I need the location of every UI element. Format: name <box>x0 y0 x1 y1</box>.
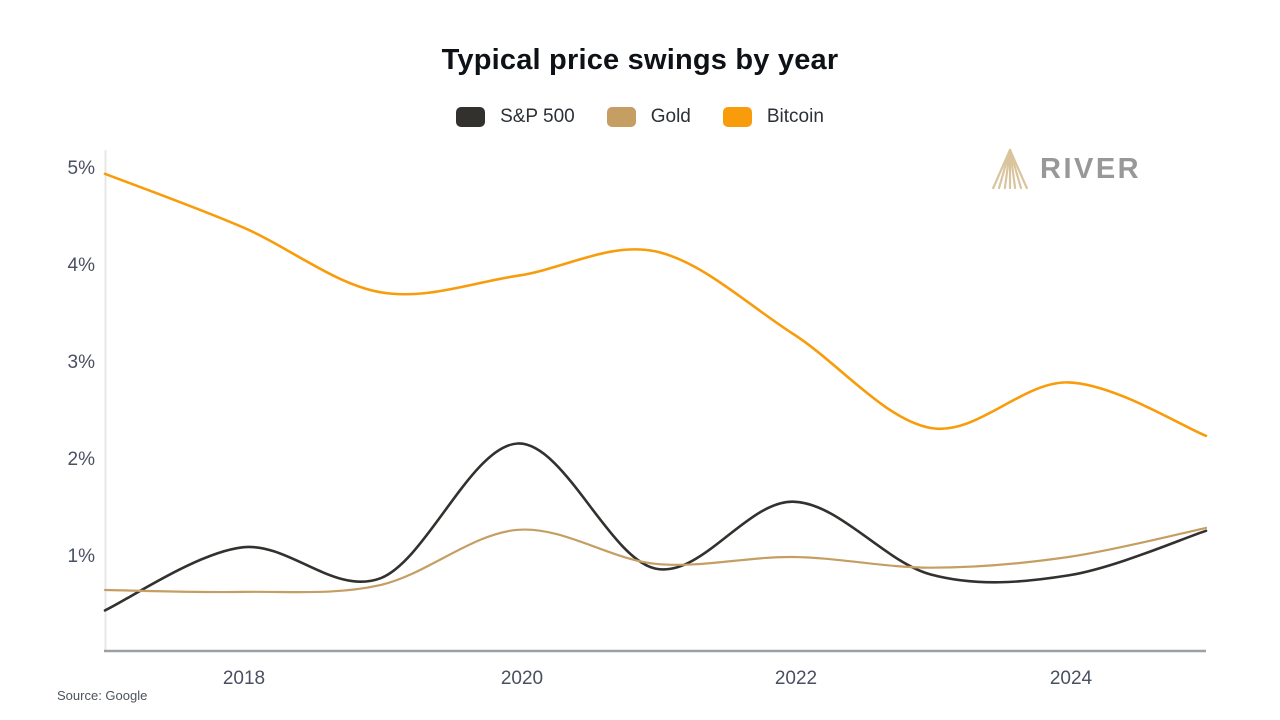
legend-item-gold[interactable]: Gold <box>606 106 691 128</box>
legend-swatch-sp500-icon <box>456 107 486 127</box>
legend-label-bitcoin: Bitcoin <box>766 106 824 127</box>
series-line-bitcoin <box>103 172 1208 438</box>
legend-swatch-bitcoin-icon <box>722 107 752 127</box>
river-brand: RIVER <box>991 147 1141 191</box>
y-tick-label-5pct: 5% <box>67 158 95 179</box>
x-tick-label-2024: 2024 <box>1049 668 1093 689</box>
river-logo-icon <box>992 148 1028 190</box>
y-tick-label-4pct: 4% <box>67 255 95 276</box>
chart-legend: S&P 500 Gold Bitcoin <box>0 106 1280 128</box>
y-tick-label-3pct: 3% <box>67 352 95 373</box>
legend-swatch-gold-icon <box>606 107 636 127</box>
y-tick-label-1pct: 1% <box>67 546 95 567</box>
legend-label-sp500: S&P 500 <box>500 106 575 127</box>
y-tick-label-2pct: 2% <box>67 449 95 470</box>
legend-item-bitcoin[interactable]: Bitcoin <box>722 106 824 128</box>
brand-name: RIVER <box>1040 152 1142 185</box>
x-tick-label-2020: 2020 <box>500 668 544 689</box>
series-line-gold <box>103 526 1208 594</box>
legend-label-gold: Gold <box>650 106 691 127</box>
legend-item-sp500[interactable]: S&P 500 <box>456 106 575 128</box>
page-title: Typical price swings by year <box>441 44 839 76</box>
x-tick-label-2022: 2022 <box>774 668 818 689</box>
x-tick-label-2018: 2018 <box>222 668 266 689</box>
series-line-s-p-500 <box>103 442 1208 612</box>
source-note: Source: Google <box>57 688 148 703</box>
